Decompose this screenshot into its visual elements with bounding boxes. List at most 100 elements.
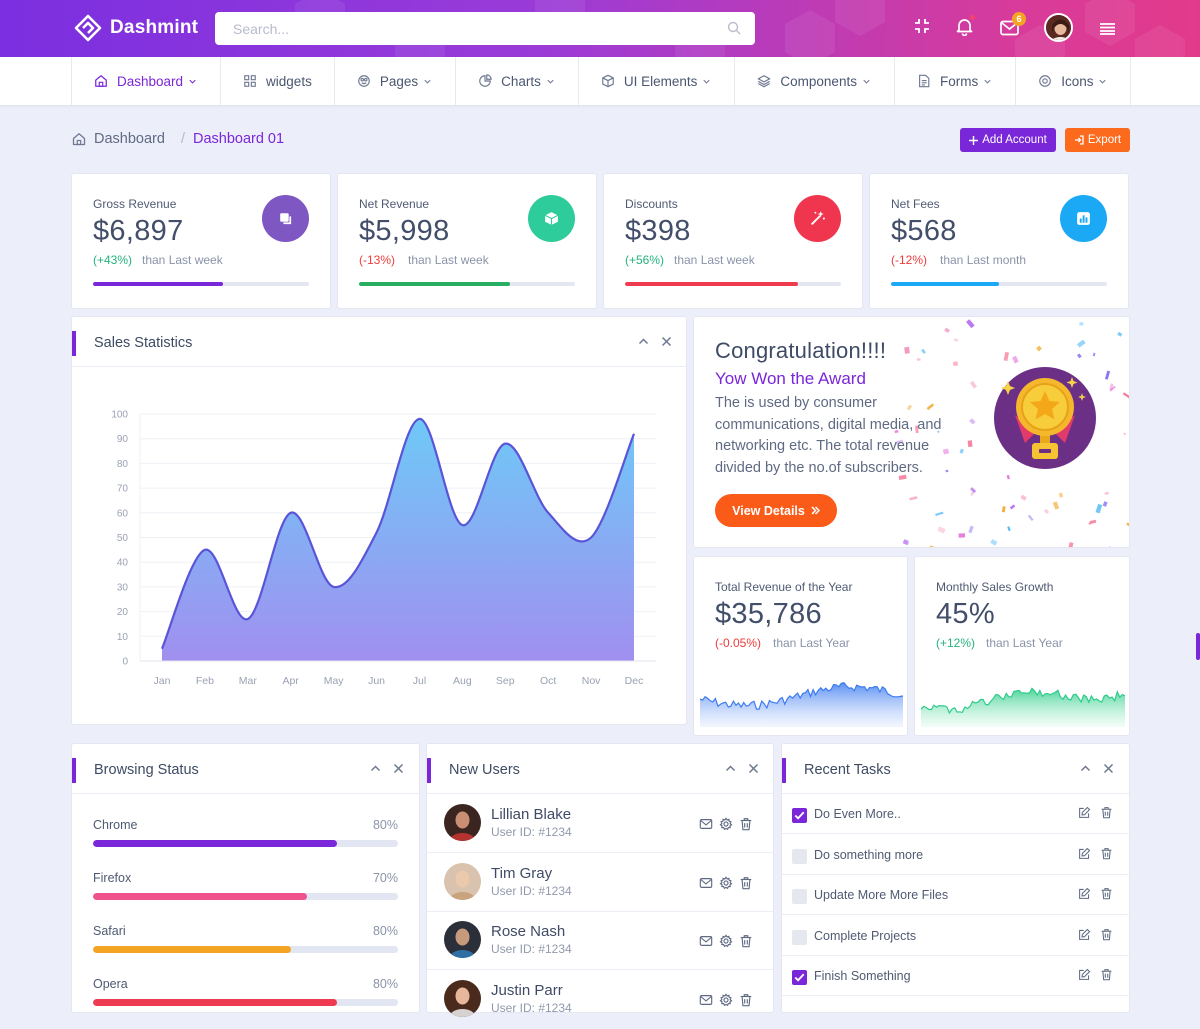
export-button[interactable]: Export: [1065, 128, 1130, 152]
delete-button[interactable]: [1100, 847, 1113, 860]
mail-button[interactable]: [699, 817, 713, 831]
menu-item-forms[interactable]: Forms: [895, 57, 1017, 105]
menu-item-label: Forms: [939, 73, 979, 89]
user-name[interactable]: Tim Gray: [491, 864, 553, 882]
y-tick-label: 90: [117, 434, 129, 445]
data-point-sep[interactable]: [503, 441, 508, 446]
chevron-down-icon: [547, 79, 554, 84]
task-checkbox[interactable]: [792, 808, 807, 823]
bell-icon[interactable]: [955, 17, 974, 36]
delete-button[interactable]: [739, 934, 753, 948]
trash-icon: [740, 876, 752, 889]
edit-button[interactable]: [1078, 847, 1091, 860]
breadcrumb-home[interactable]: Dashboard: [94, 131, 165, 147]
settings-button[interactable]: [719, 817, 733, 831]
browser-progress-bar: [93, 893, 398, 900]
delete-button[interactable]: [739, 817, 753, 831]
user-avatar[interactable]: [444, 862, 481, 900]
edit-button[interactable]: [1078, 968, 1091, 981]
edit-button[interactable]: [1078, 887, 1091, 900]
breadcrumb: Dashboard / Dashboard 01: [72, 131, 284, 147]
delete-button[interactable]: [739, 876, 753, 890]
task-label: Finish Something: [814, 969, 911, 983]
menu-icon[interactable]: [1099, 23, 1116, 35]
stat-progress-fill: [891, 282, 999, 286]
menu-item-widgets[interactable]: widgets: [221, 57, 335, 105]
close-icon[interactable]: [393, 763, 404, 774]
search-input[interactable]: [215, 12, 755, 45]
user-name[interactable]: Justin Parr: [491, 981, 563, 999]
delete-button[interactable]: [1100, 887, 1113, 900]
data-point-jun[interactable]: [374, 530, 379, 535]
menu-item-ui-elements[interactable]: UI Elements: [579, 57, 736, 105]
data-point-nov[interactable]: [589, 535, 594, 540]
confetti-piece: [936, 430, 940, 434]
task-row: Finish Something: [782, 956, 1130, 996]
task-checkbox[interactable]: [792, 848, 807, 864]
home-icon[interactable]: [72, 132, 86, 146]
task-checkbox[interactable]: [792, 889, 807, 904]
user-id: User ID: #1234: [491, 942, 572, 956]
mail-button[interactable]: [699, 934, 713, 948]
user-avatar[interactable]: [444, 921, 481, 958]
data-point-dec[interactable]: [632, 431, 637, 436]
data-point-may[interactable]: [331, 584, 336, 589]
collapse-icon[interactable]: [725, 763, 736, 774]
mail-button[interactable]: [699, 876, 713, 890]
stat-title: Net Fees: [891, 197, 940, 211]
settings-button[interactable]: [719, 934, 733, 948]
close-icon[interactable]: [1103, 763, 1114, 774]
search-icon[interactable]: [727, 21, 741, 35]
menu-item-dashboard[interactable]: Dashboard: [72, 57, 222, 105]
task-row: Do something more: [782, 835, 1130, 875]
user-actions: [699, 875, 753, 890]
add-account-button[interactable]: Add Account: [960, 128, 1056, 152]
close-icon[interactable]: [661, 336, 672, 347]
y-tick-label: 10: [117, 632, 129, 643]
menu-item-charts[interactable]: Charts: [456, 57, 579, 105]
view-details-button[interactable]: View Details: [715, 494, 837, 527]
menu-item-icons[interactable]: Icons: [1016, 57, 1132, 105]
data-point-jul[interactable]: [417, 416, 422, 421]
task-checkbox[interactable]: [792, 970, 807, 985]
y-tick-label: 50: [117, 533, 129, 544]
breadcrumb-current: Dashboard 01: [192, 131, 285, 147]
collapse-icon[interactable]: [1080, 763, 1091, 774]
confetti-piece: [1092, 352, 1096, 357]
stat-title: Net Revenue: [359, 197, 430, 211]
data-point-aug[interactable]: [460, 523, 465, 528]
confetti-piece: [1012, 355, 1019, 364]
task-checkbox[interactable]: [792, 929, 807, 945]
confetti-piece: [1076, 353, 1082, 359]
data-point-oct[interactable]: [546, 510, 551, 515]
browser-progress-bar: [93, 840, 398, 847]
delete-button[interactable]: [1100, 928, 1113, 941]
x-tick-label: Feb: [196, 675, 214, 687]
edit-button[interactable]: [1078, 928, 1091, 941]
data-point-jan[interactable]: [160, 646, 165, 651]
edit-button[interactable]: [1078, 806, 1091, 819]
data-point-apr[interactable]: [288, 510, 293, 515]
user-avatar[interactable]: [444, 804, 481, 841]
user-name[interactable]: Rose Nash: [491, 923, 566, 940]
logo[interactable]: Dashmint: [74, 14, 198, 42]
close-icon[interactable]: [748, 763, 759, 774]
settings-tab[interactable]: [1196, 633, 1200, 660]
user-avatar[interactable]: [444, 979, 481, 1017]
data-point-mar[interactable]: [245, 617, 250, 622]
user-name[interactable]: Lillian Blake: [491, 806, 572, 823]
collapse-icon[interactable]: [370, 763, 381, 774]
delete-button[interactable]: [1100, 968, 1113, 981]
settings-button[interactable]: [719, 875, 733, 890]
menu-item-pages[interactable]: Pages: [335, 57, 457, 105]
revenue-title: Total Revenue of the Year: [715, 580, 853, 594]
form-icon: [919, 74, 930, 88]
collapse-icon[interactable]: [638, 336, 649, 347]
avatar[interactable]: [1044, 13, 1073, 42]
data-point-feb[interactable]: [202, 547, 207, 552]
compress-icon[interactable]: [913, 17, 931, 35]
edit-icon: [1079, 847, 1091, 859]
menu-item-components[interactable]: Components: [735, 57, 895, 105]
confetti-piece: [1036, 345, 1042, 352]
delete-button[interactable]: [1100, 806, 1113, 819]
